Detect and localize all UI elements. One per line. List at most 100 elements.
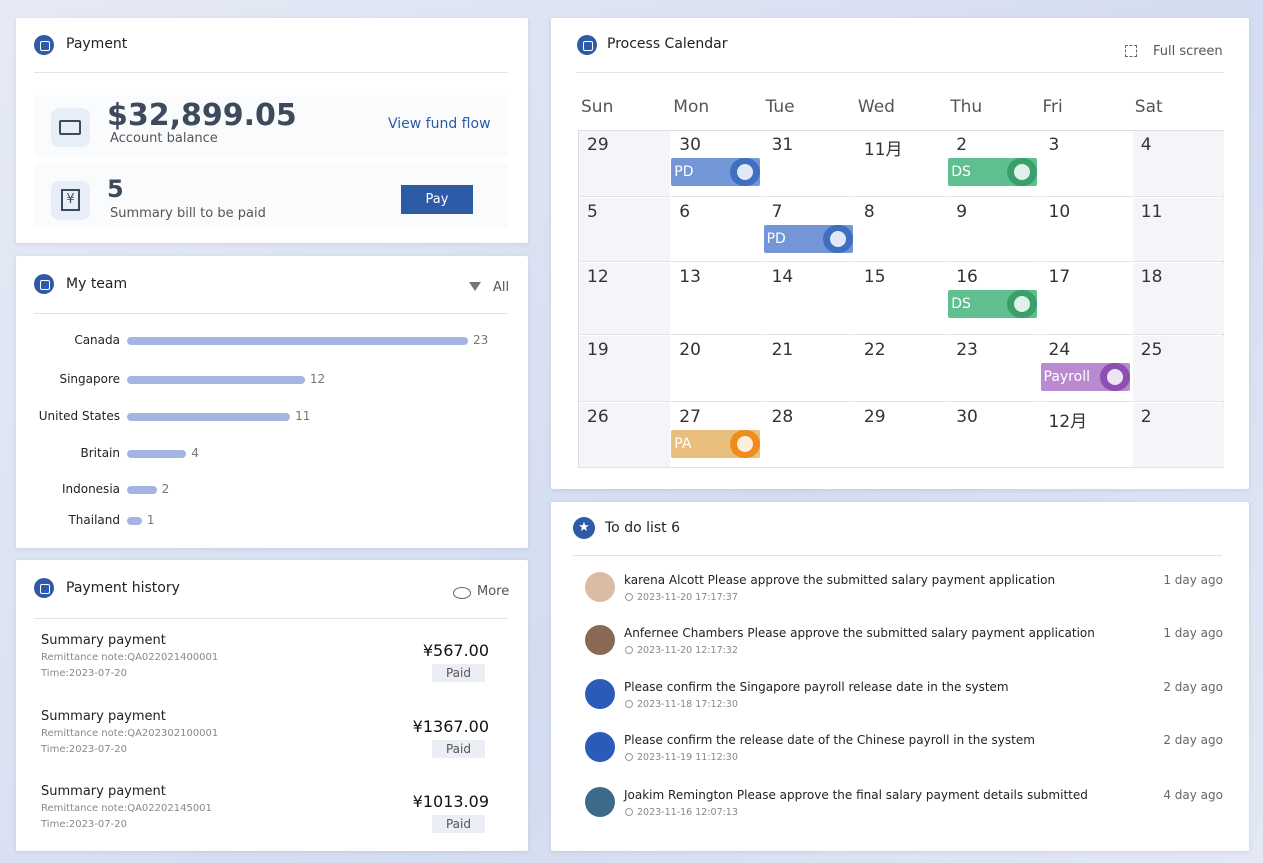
day-cell bbox=[671, 198, 763, 262]
day-number: 19 bbox=[587, 340, 609, 360]
event[interactable]: PD bbox=[763, 225, 853, 253]
fullscreen[interactable]: Full screen bbox=[1153, 44, 1223, 59]
weekday: Tue bbox=[765, 97, 795, 117]
day-number: 9 bbox=[956, 202, 968, 222]
amount: ¥567.00 bbox=[422, 641, 489, 660]
todo-count: 6 bbox=[671, 520, 681, 536]
status: Paid bbox=[432, 815, 485, 833]
bar bbox=[127, 376, 305, 384]
value-label: 12 bbox=[309, 372, 326, 386]
filter-icon[interactable] bbox=[469, 282, 481, 291]
divider bbox=[34, 618, 508, 619]
event-label: DS bbox=[951, 164, 971, 180]
item-time: Time:2023-07-20 bbox=[41, 819, 127, 830]
bill-count: 5 bbox=[107, 175, 124, 203]
item-note: Remittance note:QA02202145001 bbox=[41, 803, 212, 814]
day-number: 14 bbox=[771, 267, 794, 287]
day-number: 12 bbox=[587, 267, 609, 287]
day-cell bbox=[671, 336, 763, 402]
todo-ago: 1 day ago bbox=[1163, 626, 1223, 640]
event[interactable]: DS bbox=[948, 290, 1038, 318]
bar bbox=[127, 486, 157, 494]
bar bbox=[127, 450, 187, 458]
bill-icon: ¥ bbox=[51, 181, 90, 220]
day-number: 8 bbox=[863, 202, 875, 222]
eye-icon[interactable] bbox=[453, 587, 471, 599]
day-cell bbox=[763, 336, 855, 402]
day-cell bbox=[579, 198, 671, 262]
value-label: 23 bbox=[473, 333, 489, 347]
day-cell bbox=[948, 403, 1040, 468]
title: Payment bbox=[66, 36, 128, 52]
day-cell bbox=[671, 263, 763, 335]
icon bbox=[34, 35, 54, 55]
day-number: 18 bbox=[1140, 267, 1163, 287]
weekday: Sat bbox=[1134, 97, 1163, 117]
avatar bbox=[585, 787, 615, 817]
day-number: 5 bbox=[587, 202, 598, 222]
icon bbox=[34, 578, 54, 598]
day-cell bbox=[1132, 131, 1225, 197]
todo-time: 2023-11-18 17:12:30 bbox=[637, 699, 738, 710]
day-cell bbox=[855, 198, 948, 262]
bar bbox=[127, 517, 142, 525]
history-panel: Payment history More Summary payment Remi… bbox=[16, 560, 528, 851]
todo-text: Joakim Remington Please approve the fina… bbox=[624, 788, 1088, 802]
day-number: 11 bbox=[1140, 202, 1163, 222]
balance-box bbox=[34, 95, 508, 157]
category-label: United States bbox=[38, 409, 120, 423]
event[interactable]: DS bbox=[948, 158, 1038, 186]
todo-ago: 2 day ago bbox=[1163, 680, 1223, 694]
payment-panel: Payment $32,899.05 Account balance View … bbox=[16, 18, 528, 243]
item-time: Time:2023-07-20 bbox=[41, 668, 127, 679]
day-number: 7 bbox=[771, 202, 783, 222]
value-label: 4 bbox=[191, 446, 199, 460]
day-number: 12月 bbox=[1048, 412, 1088, 432]
day-number: 22 bbox=[863, 340, 886, 360]
day-number: 28 bbox=[771, 407, 794, 427]
weekday: Fri bbox=[1042, 97, 1063, 117]
event-label: PD bbox=[674, 164, 694, 180]
todo-panel: ★ To do list 6 karena Alcott Please appr… bbox=[551, 502, 1249, 851]
event[interactable]: PD bbox=[671, 158, 761, 186]
flag-dot bbox=[829, 231, 846, 247]
day-cell bbox=[948, 198, 1040, 262]
day-cell bbox=[763, 131, 855, 197]
day-cell bbox=[763, 403, 855, 468]
title: Payment history bbox=[66, 580, 180, 596]
todo-time: 2023-11-20 17:17:37 bbox=[637, 592, 738, 603]
event-label: Payroll bbox=[1043, 369, 1090, 385]
day-cell bbox=[1040, 263, 1132, 335]
filter[interactable]: All bbox=[493, 280, 510, 295]
item-title: Summary payment bbox=[41, 784, 166, 799]
more[interactable]: More bbox=[477, 584, 510, 599]
event[interactable]: Payroll bbox=[1040, 363, 1130, 391]
day-cell bbox=[1132, 198, 1225, 262]
event-label: PD bbox=[766, 231, 786, 247]
weekday: Mon bbox=[673, 97, 710, 117]
day-number: 20 bbox=[679, 340, 701, 360]
day-cell bbox=[855, 263, 948, 335]
flag-dot bbox=[737, 436, 754, 452]
avatar bbox=[585, 572, 615, 602]
weekday: Thu bbox=[950, 97, 983, 117]
bar bbox=[127, 337, 468, 345]
event[interactable]: PA bbox=[671, 430, 761, 458]
card-icon bbox=[51, 108, 90, 147]
item-note: Remittance note:QA202302100001 bbox=[41, 727, 219, 739]
divider bbox=[576, 72, 1224, 73]
fund-flow-link[interactable]: View fund flow bbox=[388, 116, 491, 132]
avatar bbox=[585, 625, 615, 655]
todo-text: Anfernee Chambers Please approve the sub… bbox=[624, 626, 1095, 640]
day-number: 21 bbox=[771, 340, 794, 360]
pay-button[interactable]: Pay bbox=[401, 185, 473, 214]
todo-text: Please confirm the Singapore payroll rel… bbox=[624, 680, 1009, 694]
day-number: 31 bbox=[771, 135, 794, 155]
fullscreen-icon[interactable] bbox=[1125, 45, 1137, 57]
day-cell bbox=[579, 336, 671, 402]
day-number: 3 bbox=[1048, 135, 1060, 155]
title: To do list 6 bbox=[605, 520, 680, 536]
weekday: Sun bbox=[581, 97, 614, 117]
day-number: 17 bbox=[1048, 267, 1071, 287]
category-label: Britain bbox=[80, 446, 121, 460]
